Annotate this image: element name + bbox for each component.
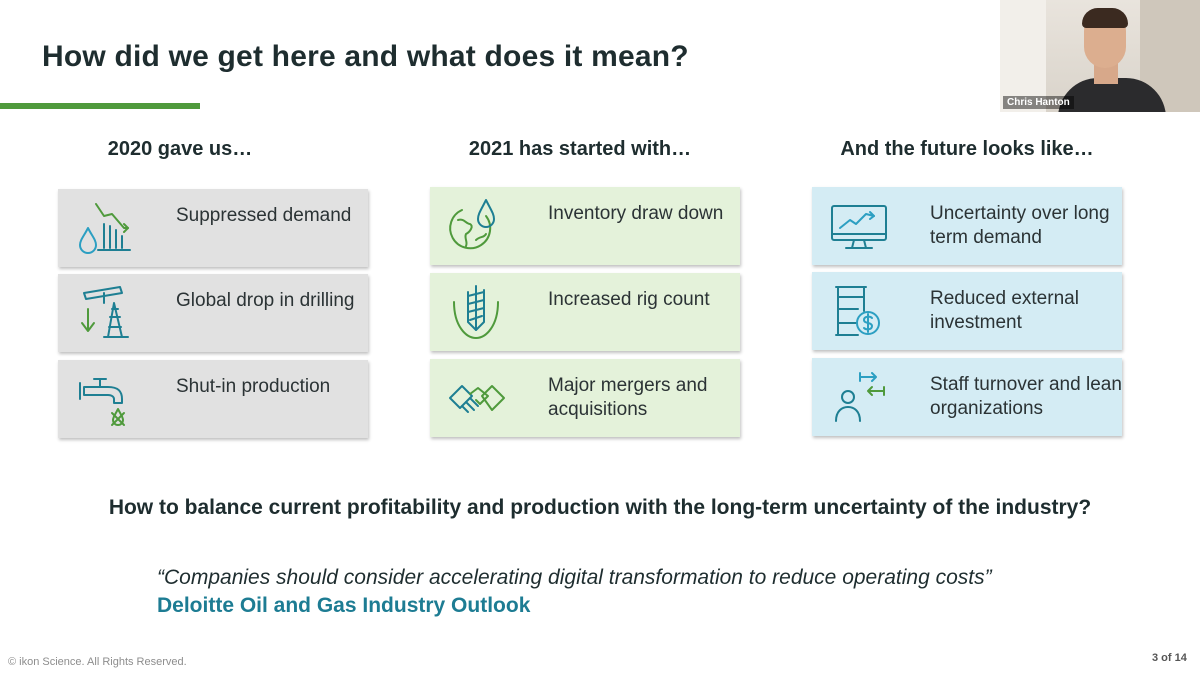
suppressed-demand-icon bbox=[79, 203, 131, 254]
title-underline bbox=[0, 103, 200, 109]
video-background-window bbox=[1000, 0, 1046, 112]
card-text: Suppressed demand bbox=[176, 205, 352, 226]
card-staff-turnover: Staff turnover and lean organizations bbox=[812, 358, 1122, 436]
globe-droplet-icon bbox=[449, 199, 495, 250]
presenter-video[interactable]: Chris Hanton bbox=[1000, 0, 1200, 112]
column-heading-future: And the future looks like… bbox=[840, 138, 1094, 160]
monitor-chart-icon bbox=[831, 205, 887, 249]
quote-source: Deloitte Oil and Gas Industry Outlook bbox=[157, 594, 531, 617]
card-inventory-draw-down: Inventory draw down bbox=[430, 187, 740, 265]
presenter-name: Chris Hanton bbox=[1003, 96, 1074, 109]
card-text: Reduced external investment bbox=[930, 288, 1079, 333]
card-reduced-investment: Reduced external investment bbox=[812, 272, 1122, 350]
presenter-hair bbox=[1082, 8, 1128, 28]
card-text: Increased rig count bbox=[548, 289, 710, 310]
card-text: Global drop in drilling bbox=[176, 290, 355, 311]
card-text: Inventory draw down bbox=[548, 203, 724, 224]
barrel-dollar-icon bbox=[835, 286, 880, 336]
card-text: Major mergers and acquisitions bbox=[548, 375, 708, 420]
quote-text: “Companies should consider accelerating … bbox=[157, 566, 992, 589]
faucet-icon bbox=[79, 378, 125, 426]
column-heading-2020: 2020 gave us… bbox=[107, 138, 253, 160]
drill-bit-icon bbox=[453, 285, 499, 339]
card-mergers-acquisitions: Major mergers and acquisitions bbox=[430, 359, 740, 437]
column-heading-2021: 2021 has started with… bbox=[468, 138, 692, 160]
page-number: 3 of 14 bbox=[1152, 652, 1187, 664]
copyright-footer: © ikon Science. All Rights Reserved. bbox=[8, 656, 187, 668]
card-global-drop-drilling: Global drop in drilling bbox=[58, 274, 368, 352]
handshake-icon bbox=[449, 385, 505, 413]
card-increased-rig-count: Increased rig count bbox=[430, 273, 740, 351]
staff-turnover-icon bbox=[835, 372, 885, 422]
card-text: Shut-in production bbox=[176, 376, 331, 397]
card-text: Uncertainty over long term demand bbox=[930, 203, 1110, 248]
slide-title: How did we get here and what does it mea… bbox=[42, 40, 689, 73]
pumpjack-icon bbox=[81, 286, 129, 338]
key-question: How to balance current profitability and… bbox=[108, 496, 1092, 519]
card-suppressed-demand: Suppressed demand bbox=[58, 189, 368, 267]
card-text: Staff turnover and lean organizations bbox=[930, 374, 1122, 419]
card-shut-in-production: Shut-in production bbox=[58, 360, 368, 438]
card-uncertainty-demand: Uncertainty over long term demand bbox=[812, 187, 1122, 265]
